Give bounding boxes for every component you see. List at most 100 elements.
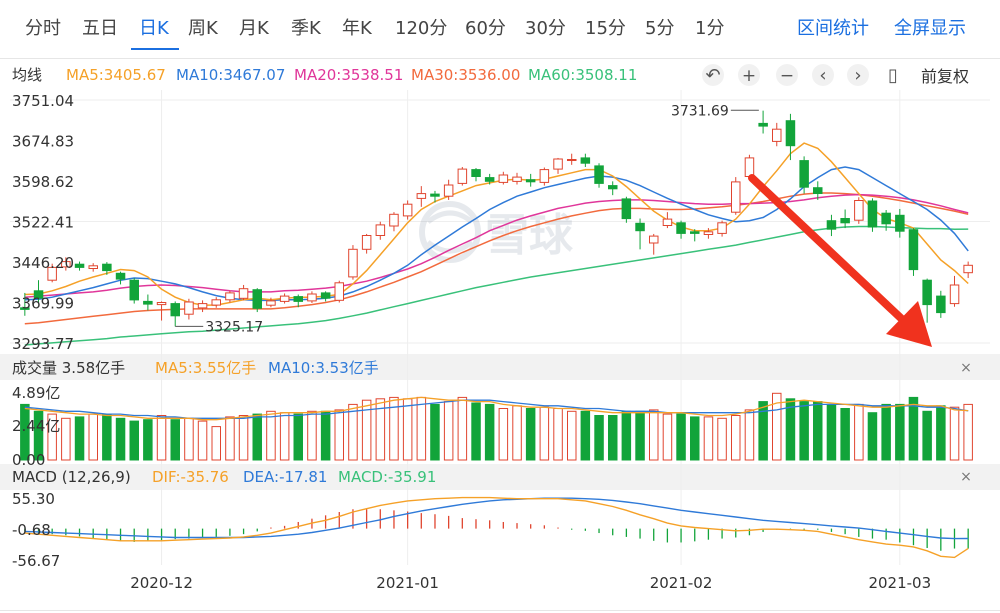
next-icon[interactable]: › [847,64,869,86]
prev-icon-bg[interactable] [812,64,834,86]
candle-style-icon[interactable]: ▯ [882,64,904,86]
volume-bar [129,420,139,461]
period-tab-bar: 分时 五日 日K 周K 月K 季K 年K 120分 60分 30分 15分 5分 1分 区间统计 全屏显… [0,0,1000,60]
watermark-text: 雪球 [485,210,574,261]
candle-body [211,299,221,306]
volume-bar [184,417,194,461]
volume-bar [443,401,454,461]
candle-body [33,290,44,299]
volume-tick-label: 0.00 [12,451,45,469]
volume-bar [88,413,98,461]
tab-3[interactable]: 周K [188,18,218,39]
macd-legend-bar [0,464,1000,490]
price-tick-label: 3598.62 [12,173,74,191]
tab-10[interactable]: 15分 [585,18,626,39]
volume-bar [580,410,591,461]
high-annotation-label: 3731.69 [671,103,729,119]
close-macd-panel-icon[interactable]: × [960,469,972,485]
price-ma-legend-3: MA30:3536.00 [411,66,520,84]
candle-body [867,200,878,228]
candle-body [375,224,386,236]
price-tick-label: 3293.77 [12,335,74,353]
tab-5[interactable]: 季K [291,18,321,39]
volume-bar [949,406,960,461]
date-tick-label: 2021-03 [868,574,931,592]
volume-bar [813,401,823,461]
watermark-circle [419,201,481,263]
tab-6[interactable]: 年K [342,18,372,39]
candle-body [963,264,973,274]
volume-bar [484,403,495,461]
tab-9[interactable]: 30分 [525,18,566,39]
volume-bar [102,413,112,461]
tab-0[interactable]: 分时 [25,18,61,39]
zoom-out-icon[interactable]: − [776,64,798,86]
tab-1[interactable]: 五日 [82,18,118,39]
volume-bar [922,410,932,461]
prev-icon[interactable]: ‹ [812,64,834,86]
candle-body [430,193,440,197]
price-ma-legend-1: MA10:3467.07 [176,66,285,84]
fullscreen-link[interactable]: 全屏显示 [894,18,966,39]
volume-bar [471,402,481,461]
zoom-out-icon-glyph[interactable]: − [780,66,794,86]
volume-bar [266,410,276,461]
undo-icon-glyph[interactable]: ↶ [705,65,720,86]
volume-bar [307,410,317,461]
tab-2[interactable]: 日K [139,18,169,39]
next-icon-glyph[interactable]: › [854,65,861,86]
candle-body [840,218,850,224]
candle-body [293,296,303,302]
tab-12[interactable]: 1分 [695,18,725,39]
candle-style-icon-glyph[interactable]: ▯ [888,65,898,86]
candle-body [197,303,208,309]
adjust-mode-button[interactable]: 前复权 [921,67,969,86]
candle-body [717,222,727,234]
zoom-in-icon[interactable]: + [738,64,760,86]
interval-stats-link[interactable]: 区间统计 [797,18,869,39]
volume-ma-legend-1: MA10:3.53亿手 [268,359,379,377]
candle-body [799,160,809,188]
price-panel-label: 均线 [12,66,42,84]
tab-4[interactable]: 月K [239,18,269,39]
price-ma5-line [24,142,969,306]
next-icon-bg[interactable] [847,64,869,86]
volume-bar [47,413,57,461]
volume-bar [895,403,905,461]
volume-bar [963,403,973,461]
zoom-in-icon-glyph[interactable]: + [742,66,756,86]
undo-icon-bg[interactable] [702,64,724,86]
macd-legend-2: MACD:-35.91 [338,468,436,486]
volume-bar [772,392,782,461]
candle-body [908,229,919,271]
close-volume-panel-icon[interactable]: × [960,360,972,376]
volume-bar [594,415,604,461]
candle-body [348,248,358,278]
candle-body [826,220,837,230]
prev-icon-glyph[interactable]: ‹ [819,65,826,86]
volume-bar [498,408,509,461]
volume-bar [20,403,30,461]
tab-8[interactable]: 60分 [465,18,506,39]
candle-body [47,266,57,281]
volume-tick-label: 4.89亿 [12,384,60,402]
macd-tick-label: -0.68 [12,521,51,539]
zoom-out-icon-bg[interactable] [776,64,798,86]
volume-ma5-line [24,396,969,421]
price-ma-legend-0: MA5:3405.67 [66,66,166,84]
tab-7[interactable]: 120分 [395,18,448,39]
candle-body [553,158,563,170]
volume-tick-label: 2.44亿 [12,417,60,435]
volume-bar [567,410,577,461]
candle-body [266,300,276,306]
zoom-in-icon-bg[interactable] [738,64,760,86]
volume-bar [170,419,180,461]
price-ma-legend-2: MA20:3538.51 [294,66,403,84]
candle-body [690,231,700,234]
tab-11[interactable]: 5分 [645,18,675,39]
volume-bar [854,403,864,461]
undo-icon[interactable]: ↶ [702,64,724,86]
volume-bar [211,426,221,461]
active-tab-underline [131,48,179,50]
